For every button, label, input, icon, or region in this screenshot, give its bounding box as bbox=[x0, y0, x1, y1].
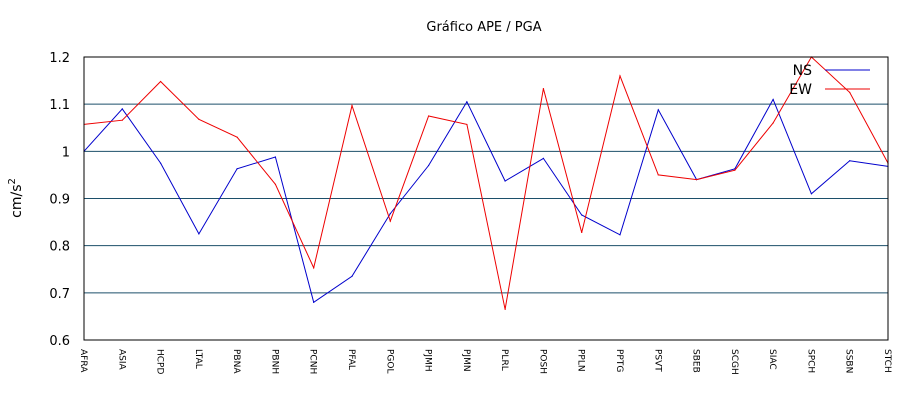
point-ns bbox=[351, 275, 353, 277]
point-ew bbox=[542, 88, 545, 90]
point-ew bbox=[849, 91, 851, 93]
point-ew bbox=[734, 169, 736, 171]
x-tick-label: PBNH bbox=[269, 349, 279, 374]
point-ew bbox=[351, 104, 353, 107]
point-ew bbox=[772, 122, 774, 124]
point-ns bbox=[389, 212, 391, 215]
point-ew bbox=[274, 183, 277, 185]
point-ns bbox=[504, 180, 506, 182]
x-tick-label: SSBN bbox=[844, 349, 854, 373]
x-tick-label: SCGH bbox=[729, 349, 739, 375]
y-axis-label-exponent: 2 bbox=[7, 178, 18, 184]
point-ew bbox=[619, 75, 621, 77]
x-tick-label: PBNA bbox=[231, 349, 241, 374]
x-tick-label: PGOL bbox=[384, 349, 394, 374]
x-tick-label: PJMH bbox=[423, 349, 433, 372]
point-ns bbox=[121, 108, 123, 110]
point-ns bbox=[274, 156, 277, 158]
point-ns bbox=[657, 109, 659, 111]
x-tick-label: POSH bbox=[537, 349, 547, 374]
x-tick-label: SIAC bbox=[767, 349, 777, 370]
x-tick-label: STCH bbox=[882, 349, 892, 373]
x-tick-label: AFRA bbox=[78, 349, 88, 373]
point-ew bbox=[657, 174, 659, 176]
y-axis-label-text: cm/s bbox=[9, 185, 25, 218]
point-ns bbox=[236, 168, 238, 170]
x-tick-label: SBEB bbox=[691, 349, 701, 373]
y-tick-labels: 0.6 0.7 0.8 0.9 1 1.1 1.2 bbox=[49, 51, 70, 349]
point-ew bbox=[389, 220, 391, 222]
x-tick-label: LTAL bbox=[193, 349, 203, 369]
x-tick-label: PPLN bbox=[576, 349, 586, 372]
point-ew bbox=[236, 136, 238, 138]
y-tick-label: 0.7 bbox=[49, 287, 70, 302]
legend-label-ns: NS bbox=[793, 63, 812, 79]
x-tick-label: PSVT bbox=[652, 349, 662, 372]
x-tick-label: PJMN bbox=[461, 349, 471, 372]
x-tick-label: ASIA bbox=[116, 349, 126, 371]
point-ns bbox=[313, 301, 315, 303]
y-tick-label: 0.6 bbox=[49, 334, 70, 349]
point-ew bbox=[313, 267, 315, 269]
legend-label-ew: EW bbox=[789, 82, 812, 98]
x-tick-label: HCPD bbox=[155, 349, 165, 374]
series-lines bbox=[83, 56, 889, 310]
x-tick-label: PLRL bbox=[499, 349, 509, 371]
point-ns bbox=[772, 98, 774, 101]
point-ew bbox=[504, 308, 506, 310]
point-ew bbox=[695, 179, 698, 181]
y-tick-label: 1.1 bbox=[49, 98, 70, 113]
point-ns bbox=[466, 101, 468, 103]
plot-frame bbox=[83, 56, 889, 341]
x-tick-labels: AFRA ASIA HCPD LTAL PBNA PBNH PCNH PFAL PGOL PJMH… bbox=[78, 349, 892, 375]
point-ew bbox=[159, 80, 162, 83]
y-tick-label: 1.2 bbox=[49, 51, 70, 66]
x-tick-label: SPCH bbox=[805, 349, 815, 373]
point-ns bbox=[849, 160, 851, 162]
point-ns bbox=[810, 193, 813, 195]
series-line-ns bbox=[83, 98, 889, 304]
point-ew bbox=[198, 118, 200, 120]
point-ns bbox=[159, 162, 162, 164]
point-ew bbox=[581, 231, 583, 234]
x-tick-label: PPTG bbox=[614, 349, 624, 372]
point-ns bbox=[619, 234, 621, 236]
point-ns bbox=[734, 168, 736, 170]
chart-title: Gráfico APE / PGA bbox=[426, 20, 541, 35]
point-ew bbox=[466, 123, 468, 126]
point-ns bbox=[427, 164, 430, 167]
y-axis-label: cm/s2 bbox=[7, 178, 25, 218]
y-tick-label: 0.8 bbox=[49, 240, 70, 255]
point-ew bbox=[427, 115, 430, 117]
x-tick-label: PCNH bbox=[308, 349, 318, 374]
point-ew bbox=[121, 119, 123, 121]
point-ns bbox=[581, 214, 583, 216]
series-line-ew bbox=[83, 56, 889, 310]
point-ns bbox=[198, 233, 200, 235]
point-ns bbox=[542, 157, 545, 160]
grid-lines bbox=[84, 103, 888, 294]
x-tick-label: PFAL bbox=[346, 349, 356, 370]
y-tick-label: 1 bbox=[62, 145, 70, 160]
legend: NS EW bbox=[789, 63, 870, 98]
y-tick-label: 0.9 bbox=[49, 193, 70, 208]
